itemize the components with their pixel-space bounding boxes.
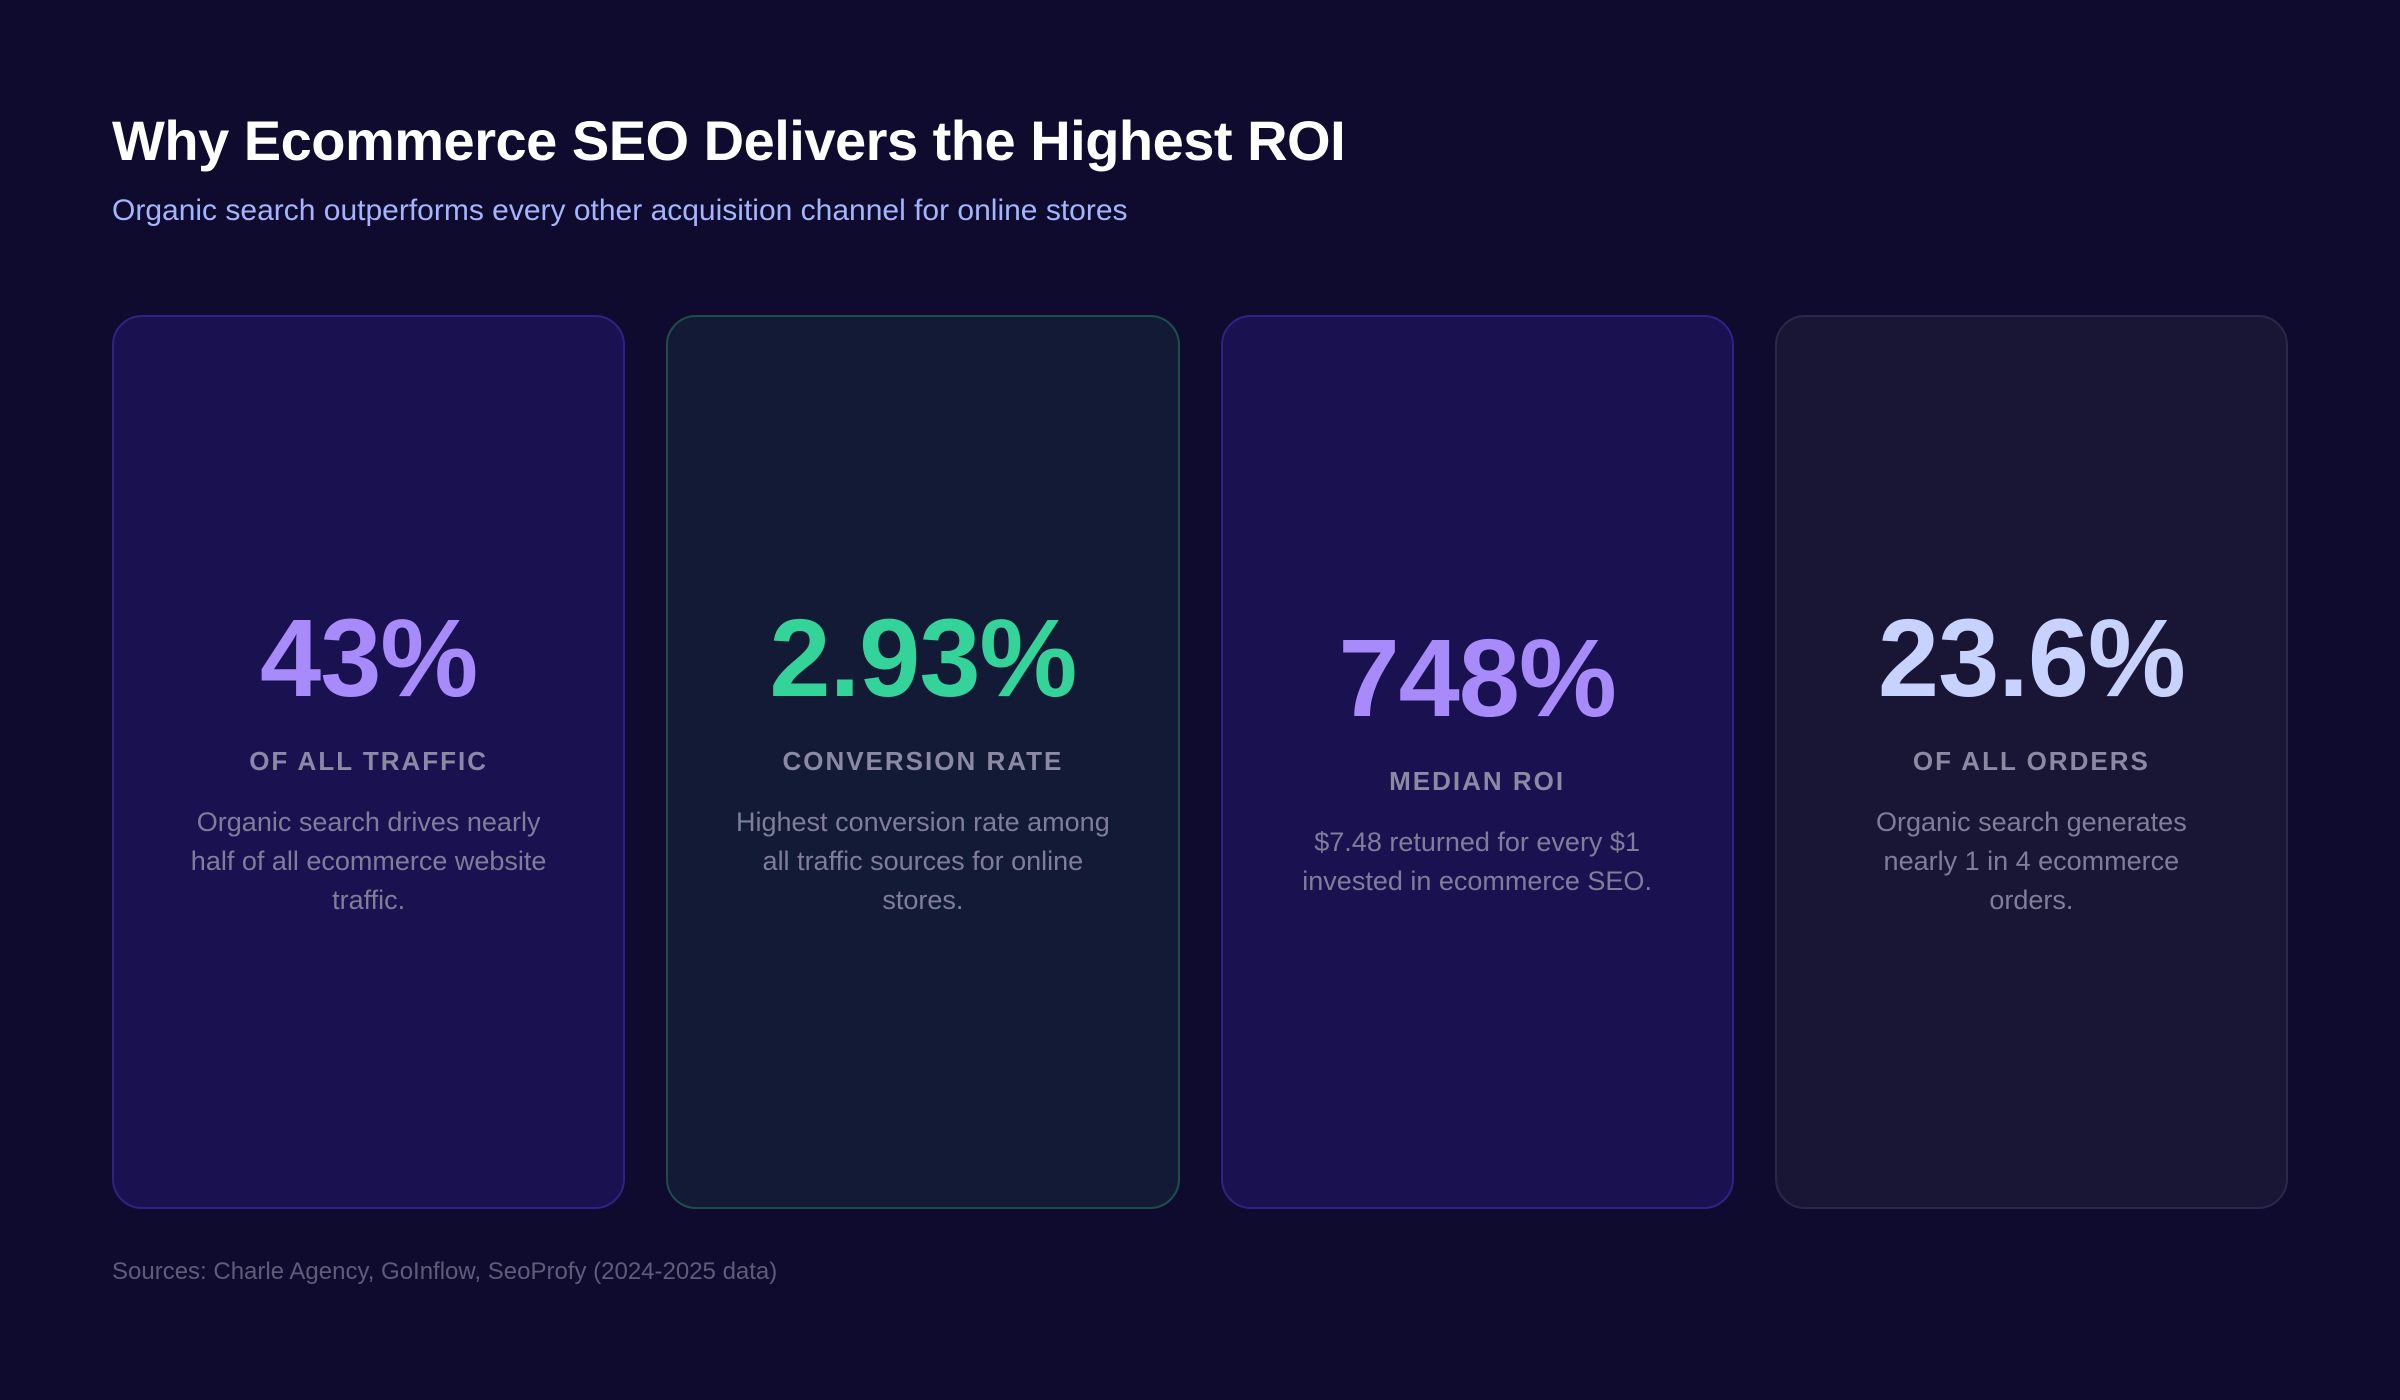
stat-cards: 43% OF ALL TRAFFIC Organic search drives… [112, 315, 2288, 1209]
stat-card-orders: 23.6% OF ALL ORDERS Organic search gener… [1774, 315, 2288, 1209]
stat-card-conversion: 2.93% CONVERSION RATE Highest conversion… [666, 315, 1180, 1209]
stat-value: 23.6% [1877, 597, 2186, 720]
stat-label: OF ALL ORDERS [1912, 746, 2150, 776]
sources-note: Sources: Charle Agency, GoInflow, SeoPro… [112, 1258, 778, 1285]
stat-label: CONVERSION RATE [782, 746, 1064, 776]
stat-description: Highest conversion rate among all traffi… [736, 807, 1110, 915]
page-title: Why Ecommerce SEO Delivers the Highest R… [112, 109, 1346, 172]
page-subtitle: Organic search outperforms every other a… [112, 194, 1128, 227]
stat-value: 2.93% [769, 597, 1077, 720]
stat-value: 748% [1338, 616, 1616, 740]
stat-card-traffic: 43% OF ALL TRAFFIC Organic search drives… [112, 315, 626, 1209]
stat-description: Organic search generates nearly 1 in 4 e… [1876, 807, 2187, 915]
stat-description: $7.48 returned for every $1 invested in … [1302, 826, 1652, 896]
stat-description: Organic search drives nearly half of all… [190, 807, 547, 915]
stat-label: MEDIAN ROI [1389, 765, 1566, 796]
stat-card-roi: 748% MEDIAN ROI $7.48 returned for every… [1220, 315, 1734, 1209]
stat-value: 43% [260, 597, 478, 720]
stat-label: OF ALL TRAFFIC [249, 746, 489, 776]
